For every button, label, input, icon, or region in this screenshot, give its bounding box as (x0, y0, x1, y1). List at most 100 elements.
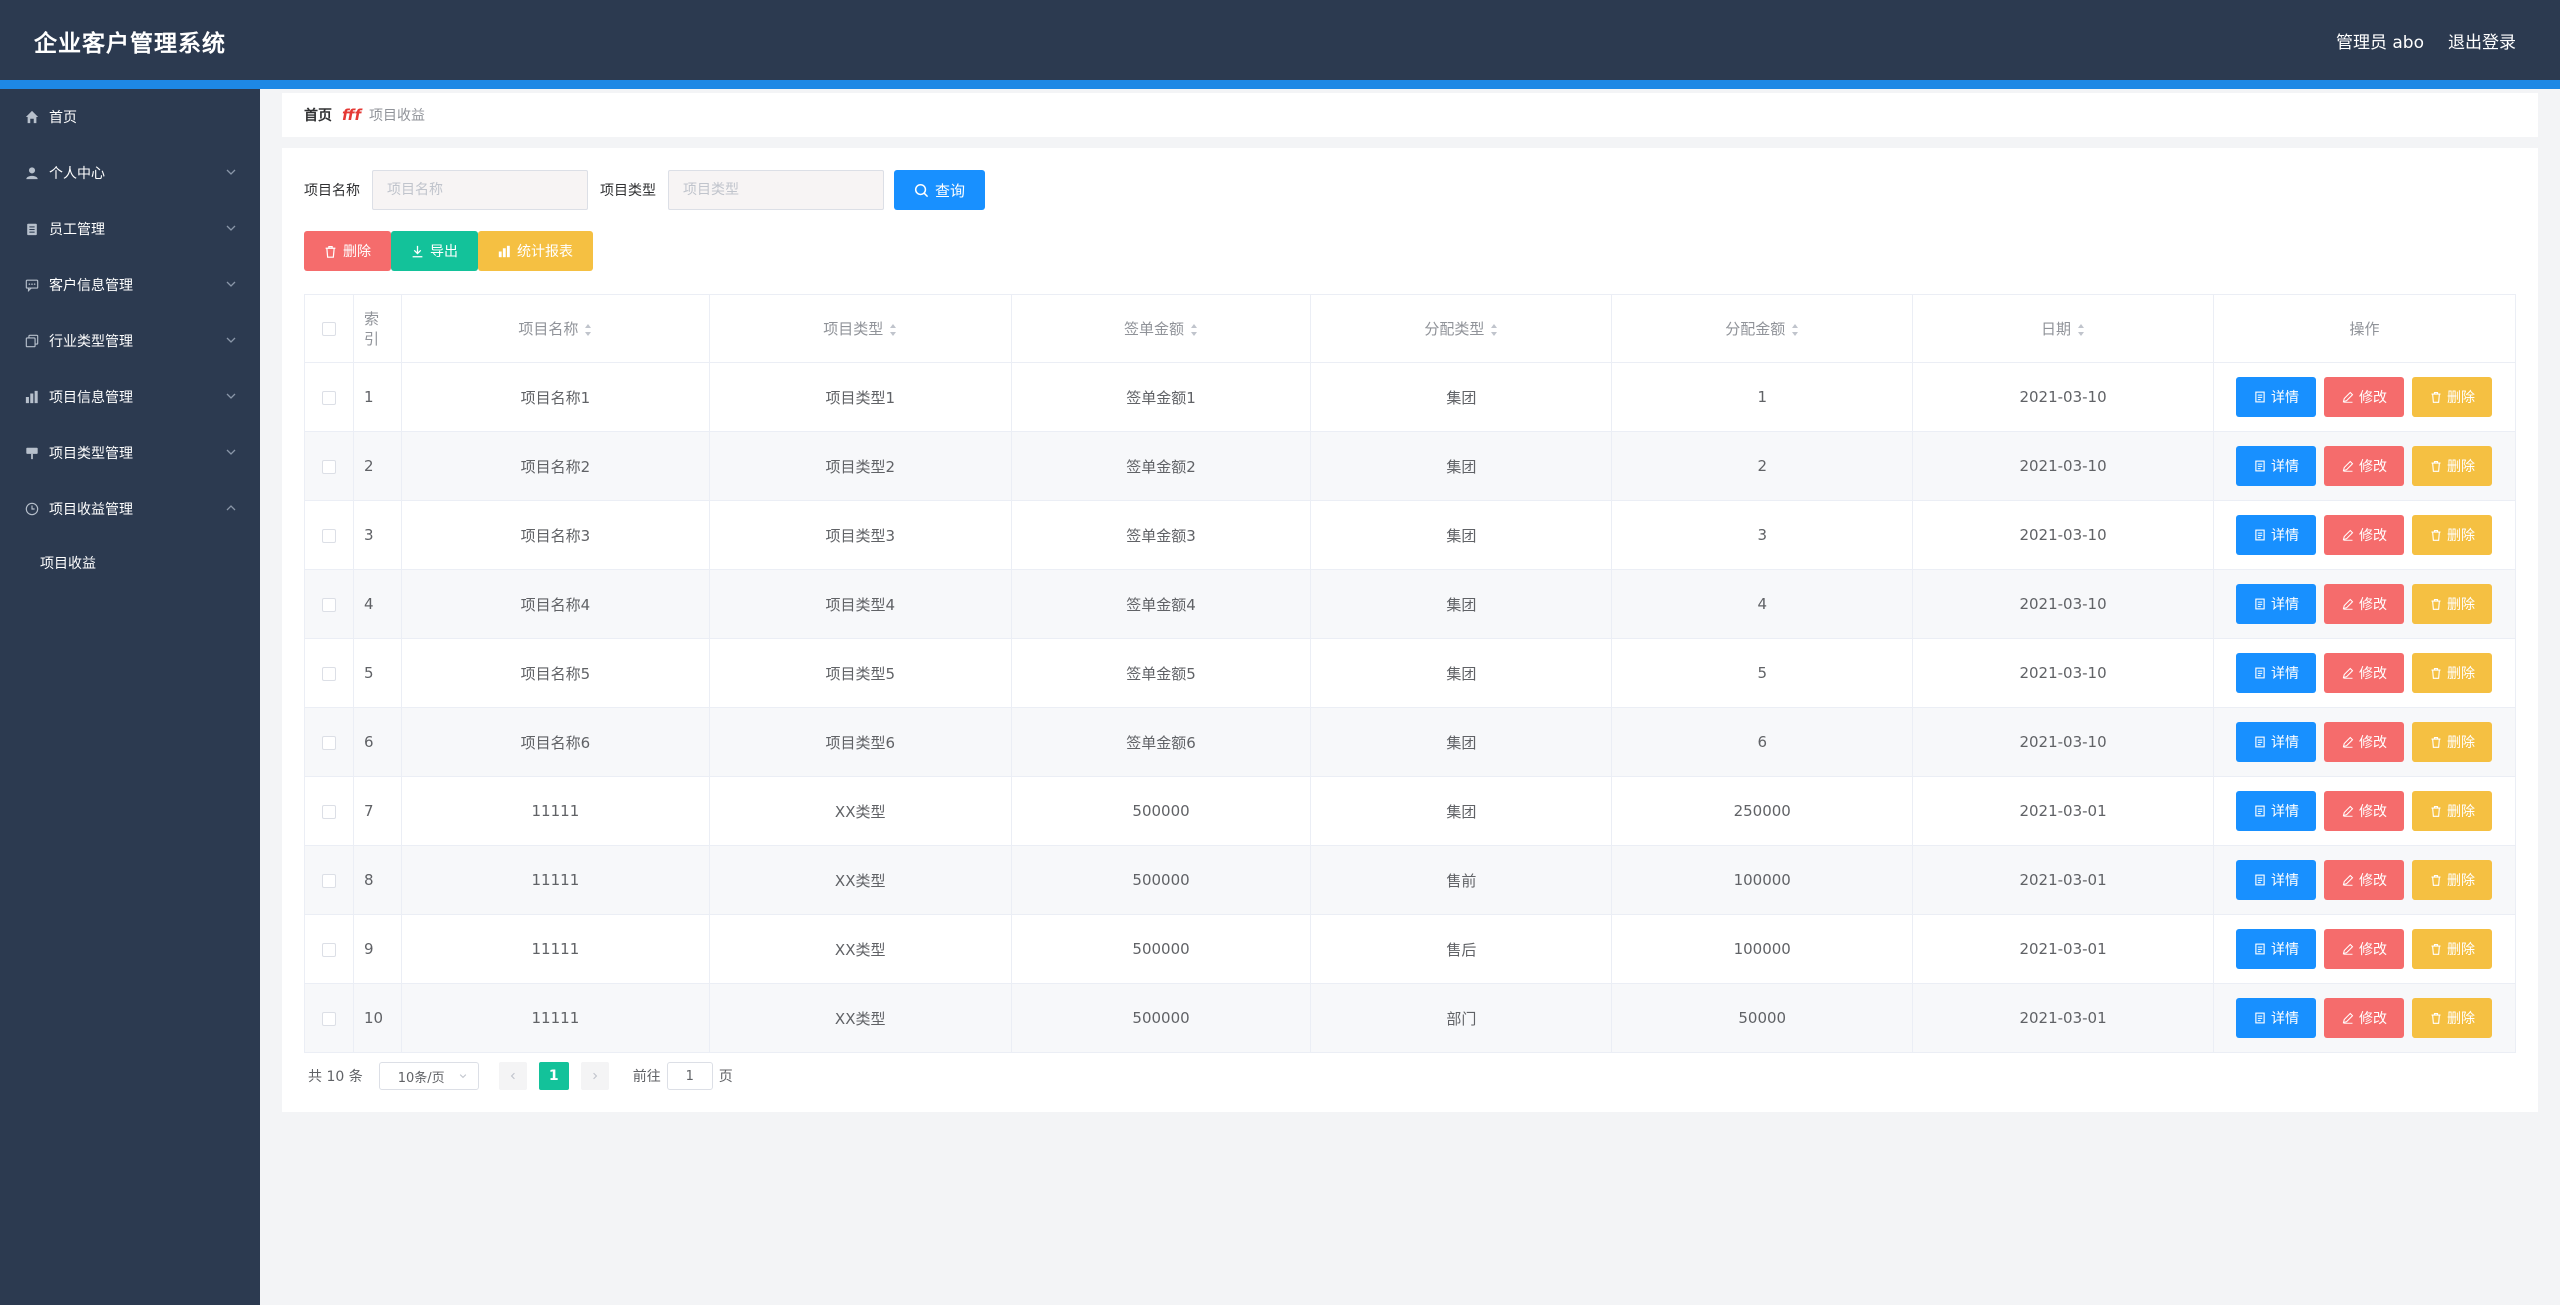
sidebar-item-home[interactable]: 首页 (0, 89, 260, 145)
row-checkbox[interactable] (321, 459, 336, 474)
delete-button[interactable]: 删除 (2412, 722, 2493, 762)
sidebar-item-personal-center[interactable]: 个人中心 (0, 145, 260, 201)
edit-button[interactable]: 修改 (2324, 446, 2405, 486)
cell-project-type: 项目类型6 (709, 707, 1012, 777)
sidebar-item-project-revenue[interactable]: 项目收益管理 (0, 481, 260, 537)
sidebar-item-industry-type[interactable]: 行业类型管理 (0, 313, 260, 369)
delete-button[interactable]: 删除 (2412, 998, 2493, 1038)
page-size-select[interactable]: 10条/页 (378, 1062, 479, 1090)
delete-button[interactable]: 删除 (2412, 653, 2493, 693)
query-button[interactable]: 查询 (894, 170, 986, 210)
row-checkbox[interactable] (321, 942, 336, 957)
row-checkbox[interactable] (321, 735, 336, 750)
current-user-label[interactable]: 管理员 abo (2335, 33, 2424, 53)
detail-button[interactable]: 详情 (2236, 860, 2317, 900)
logout-link[interactable]: 退出登录 (2448, 33, 2516, 53)
sidebar-item-project-type[interactable]: 项目类型管理 (0, 425, 260, 481)
next-page-button[interactable] (580, 1062, 609, 1090)
edit-button[interactable]: 修改 (2324, 998, 2405, 1038)
goto-page-input[interactable] (666, 1062, 713, 1090)
edit-button[interactable]: 修改 (2324, 515, 2405, 555)
detail-button[interactable]: 详情 (2236, 653, 2317, 693)
detail-button[interactable]: 详情 (2236, 998, 2317, 1038)
header-user-area: 管理员 abo 退出登录 (2336, 28, 2516, 53)
row-checkbox[interactable] (321, 666, 336, 681)
column-header-name[interactable]: 项目名称 (401, 294, 710, 363)
cell-project-name: 项目名称1 (401, 362, 710, 432)
document-icon (2255, 667, 2265, 679)
cell-index: 10 (353, 983, 402, 1053)
edit-button[interactable]: 修改 (2324, 791, 2405, 831)
detail-button[interactable]: 详情 (2236, 791, 2317, 831)
row-checkbox[interactable] (321, 873, 336, 888)
batch-delete-label: 删除 (343, 244, 371, 260)
table-row[interactable]: 3 项目名称3 项目类型3 签单金额3 集团 3 2021-03-10 详情 修改 删除 (304, 500, 2517, 570)
cell-project-name: 项目名称5 (401, 638, 710, 708)
chevron-left-icon (510, 1072, 515, 1080)
table-row[interactable]: 1 项目名称1 项目类型1 签单金额1 集团 1 2021-03-10 详情 修改 删除 (304, 362, 2517, 432)
delete-button[interactable]: 删除 (2412, 791, 2493, 831)
cell-date: 2021-03-10 (1912, 500, 2214, 570)
edit-button[interactable]: 修改 (2324, 584, 2405, 624)
table-row[interactable]: 6 项目名称6 项目类型6 签单金额6 集团 6 2021-03-10 详情 修改 删除 (304, 707, 2517, 777)
table-row[interactable]: 7 11111 XX类型 500000 集团 250000 2021-03-01 详情 修改 删除 (304, 776, 2517, 846)
detail-button[interactable]: 详情 (2236, 377, 2317, 417)
column-header-alloc-type[interactable]: 分配类型 (1310, 294, 1613, 363)
table-row[interactable]: 10 11111 XX类型 500000 部门 50000 2021-03-01 详情 修改 删除 (304, 983, 2517, 1053)
table-row[interactable]: 9 11111 XX类型 500000 售后 100000 2021-03-01 详情 修改 删除 (304, 914, 2517, 984)
delete-button[interactable]: 删除 (2412, 446, 2493, 486)
edit-button[interactable]: 修改 (2324, 860, 2405, 900)
cell-alloc-type: 部门 (1310, 983, 1613, 1053)
row-checkbox-cell (304, 983, 354, 1053)
sidebar-item-project-info[interactable]: 项目信息管理 (0, 369, 260, 425)
detail-button[interactable]: 详情 (2236, 515, 2317, 555)
edit-button[interactable]: 修改 (2324, 722, 2405, 762)
detail-button[interactable]: 详情 (2236, 446, 2317, 486)
report-button[interactable]: 统计报表 (478, 231, 593, 271)
cell-alloc-amount: 100000 (1611, 914, 1914, 984)
detail-button[interactable]: 详情 (2236, 929, 2317, 969)
edit-button[interactable]: 修改 (2324, 653, 2405, 693)
cell-sign-amount: 签单金额3 (1011, 500, 1312, 570)
delete-button[interactable]: 删除 (2412, 377, 2493, 417)
delete-button[interactable]: 删除 (2412, 929, 2493, 969)
column-header-alloc-amount[interactable]: 分配金额 (1611, 294, 1914, 363)
edit-button[interactable]: 修改 (2324, 929, 2405, 969)
row-checkbox[interactable] (321, 528, 336, 543)
delete-button[interactable]: 删除 (2412, 860, 2493, 900)
delete-button[interactable]: 删除 (2412, 584, 2493, 624)
table-row[interactable]: 8 11111 XX类型 500000 售前 100000 2021-03-01 详情 修改 删除 (304, 845, 2517, 915)
breadcrumb-home[interactable]: 首页 (304, 108, 332, 124)
pagination: 共 10 条 10条/页 1 前往 页 (308, 1062, 733, 1090)
column-header-date[interactable]: 日期 (1912, 294, 2214, 363)
prev-page-button[interactable] (498, 1062, 527, 1090)
column-header-type[interactable]: 项目类型 (709, 294, 1012, 363)
cell-index: 2 (353, 431, 402, 501)
detail-button[interactable]: 详情 (2236, 722, 2317, 762)
page-number-current[interactable]: 1 (538, 1062, 569, 1090)
clock-icon (24, 501, 40, 517)
breadcrumb-separator: fff (342, 106, 362, 124)
row-checkbox[interactable] (321, 597, 336, 612)
edit-button[interactable]: 修改 (2324, 377, 2405, 417)
table-row[interactable]: 5 项目名称5 项目类型5 签单金额5 集团 5 2021-03-10 详情 修改 删除 (304, 638, 2517, 708)
project-name-input[interactable] (372, 170, 588, 210)
table-row[interactable]: 4 项目名称4 项目类型4 签单金额4 集团 4 2021-03-10 详情 修改 删除 (304, 569, 2517, 639)
bar-chart-icon (498, 245, 510, 257)
row-checkbox[interactable] (321, 1011, 336, 1026)
trash-icon (2431, 874, 2441, 886)
sidebar-subitem-project-revenue[interactable]: 项目收益 (40, 556, 96, 572)
row-checkbox[interactable] (321, 390, 336, 405)
table-row[interactable]: 2 项目名称2 项目类型2 签单金额2 集团 2 2021-03-10 详情 修改 删除 (304, 431, 2517, 501)
delete-button[interactable]: 删除 (2412, 515, 2493, 555)
export-button[interactable]: 导出 (391, 231, 478, 271)
sidebar-item-customer[interactable]: 客户信息管理 (0, 257, 260, 313)
detail-button[interactable]: 详情 (2236, 584, 2317, 624)
project-type-input[interactable] (668, 170, 884, 210)
sidebar-item-employee[interactable]: 员工管理 (0, 201, 260, 257)
row-checkbox[interactable] (321, 804, 336, 819)
cell-date: 2021-03-10 (1912, 569, 2214, 639)
column-header-amount[interactable]: 签单金额 (1011, 294, 1312, 363)
select-all-checkbox[interactable] (321, 322, 336, 336)
batch-delete-button[interactable]: 删除 (304, 231, 391, 271)
